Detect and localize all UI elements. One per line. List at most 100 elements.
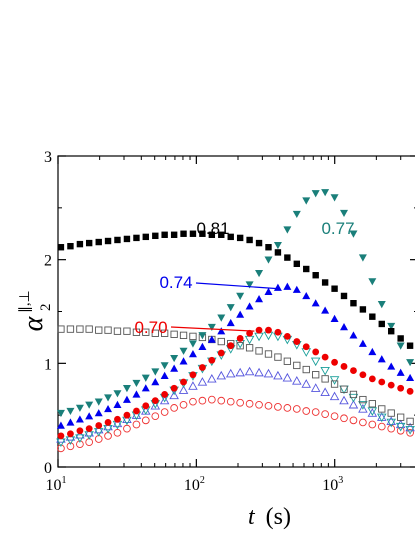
data-point-square	[255, 347, 263, 355]
data-point-triangle-up	[301, 379, 312, 388]
data-point-square	[378, 320, 385, 328]
series-s077	[56, 189, 415, 418]
data-point-triangle-up	[104, 404, 113, 413]
data-point-square	[66, 325, 75, 333]
data-point-square	[321, 279, 329, 286]
data-point-circle	[387, 424, 396, 433]
data-point-triangle-up	[245, 302, 254, 310]
data-point-triangle-down	[255, 269, 264, 278]
data-point-triangle-down	[358, 254, 367, 262]
data-series	[56, 189, 415, 453]
data-point-triangle-up	[188, 350, 197, 358]
data-point-triangle-up	[330, 314, 339, 322]
data-point-triangle-down	[217, 314, 226, 322]
data-point-circle	[161, 391, 169, 398]
data-point-circle	[151, 397, 159, 405]
data-point-circle	[283, 332, 291, 340]
data-point-square	[397, 335, 404, 342]
series-open-triangle-up	[56, 366, 415, 443]
data-point-circle	[189, 371, 197, 379]
data-point-circle	[359, 371, 367, 379]
data-point-triangle-down	[226, 304, 235, 312]
data-point-square	[189, 332, 197, 341]
data-point-circle	[378, 378, 386, 386]
data-point-triangle-up	[292, 376, 302, 385]
x-axis-unit: (s)	[266, 504, 291, 530]
data-point-square	[406, 342, 414, 349]
data-point-circle	[123, 411, 131, 419]
data-point-triangle-down	[104, 394, 113, 402]
data-point-triangle-down	[292, 210, 301, 219]
data-point-triangle-down	[85, 401, 94, 409]
data-point-circle	[349, 416, 358, 425]
data-point-square	[274, 353, 282, 361]
data-point-triangle-down	[207, 323, 216, 332]
data-point-circle	[189, 397, 197, 406]
data-point-square	[151, 329, 159, 337]
data-point-square	[179, 331, 188, 339]
data-point-triangle-down	[358, 401, 368, 410]
data-point-triangle-up	[377, 355, 386, 363]
data-point-triangle-up	[85, 412, 94, 420]
data-point-triangle-up	[122, 395, 131, 403]
data-point-triangle-up	[188, 381, 198, 390]
data-point-circle	[377, 422, 386, 431]
data-point-triangle-up	[405, 422, 415, 432]
data-point-square	[350, 300, 357, 307]
data-point-square	[95, 238, 102, 246]
data-point-square	[161, 231, 168, 238]
data-point-triangle-up	[311, 299, 320, 307]
data-point-circle	[114, 415, 121, 423]
data-point-triangle-up	[310, 383, 321, 392]
data-point-circle	[406, 428, 414, 437]
data-point-square	[208, 231, 216, 238]
data-point-triangle-up	[159, 395, 170, 405]
data-point-circle	[170, 404, 178, 412]
data-point-triangle-up	[340, 323, 349, 331]
data-point-square	[312, 371, 320, 379]
data-point-circle	[321, 353, 329, 361]
data-point-circle	[387, 381, 395, 389]
data-point-triangle-down	[368, 278, 377, 286]
annotation-arrow	[170, 326, 255, 332]
data-point-triangle-up	[216, 370, 227, 380]
data-point-square	[170, 330, 178, 338]
y-tick-label: 0	[44, 460, 52, 477]
data-point-circle	[226, 397, 235, 406]
y-axis-label: α 2 ∥,⊥	[18, 290, 54, 331]
data-point-triangle-down	[103, 424, 113, 434]
data-point-square	[236, 342, 244, 350]
annotation-arrow	[195, 282, 278, 290]
data-point-triangle-up	[178, 385, 189, 394]
data-point-circle	[330, 412, 339, 421]
annotation-label: 0.70	[134, 318, 167, 337]
data-point-circle	[95, 422, 103, 429]
data-point-circle	[180, 378, 187, 386]
data-point-square	[95, 326, 103, 334]
series-open-triangle-down	[56, 331, 415, 448]
data-point-triangle-up	[387, 362, 396, 370]
data-point-square	[359, 395, 367, 404]
data-point-circle	[208, 356, 216, 364]
data-point-square	[378, 405, 386, 413]
y-axis-symbol: α	[18, 315, 49, 331]
data-point-square	[152, 232, 159, 240]
data-point-circle	[368, 375, 376, 383]
data-point-triangle-up	[103, 421, 113, 431]
data-point-square	[245, 344, 254, 352]
data-point-square	[303, 265, 310, 273]
data-point-triangle-up	[283, 282, 292, 290]
data-point-triangle-down	[377, 413, 387, 423]
data-point-square	[133, 234, 140, 242]
data-point-square	[283, 357, 292, 365]
data-point-square	[76, 325, 84, 333]
data-point-circle	[160, 408, 169, 416]
data-point-triangle-down	[66, 407, 75, 416]
series-open-circle	[57, 395, 414, 453]
annotation-label: 0.74	[159, 273, 192, 292]
data-point-triangle-up	[244, 366, 255, 376]
data-point-circle	[311, 408, 320, 416]
data-point-circle	[350, 367, 357, 374]
data-point-triangle-up	[75, 415, 84, 423]
